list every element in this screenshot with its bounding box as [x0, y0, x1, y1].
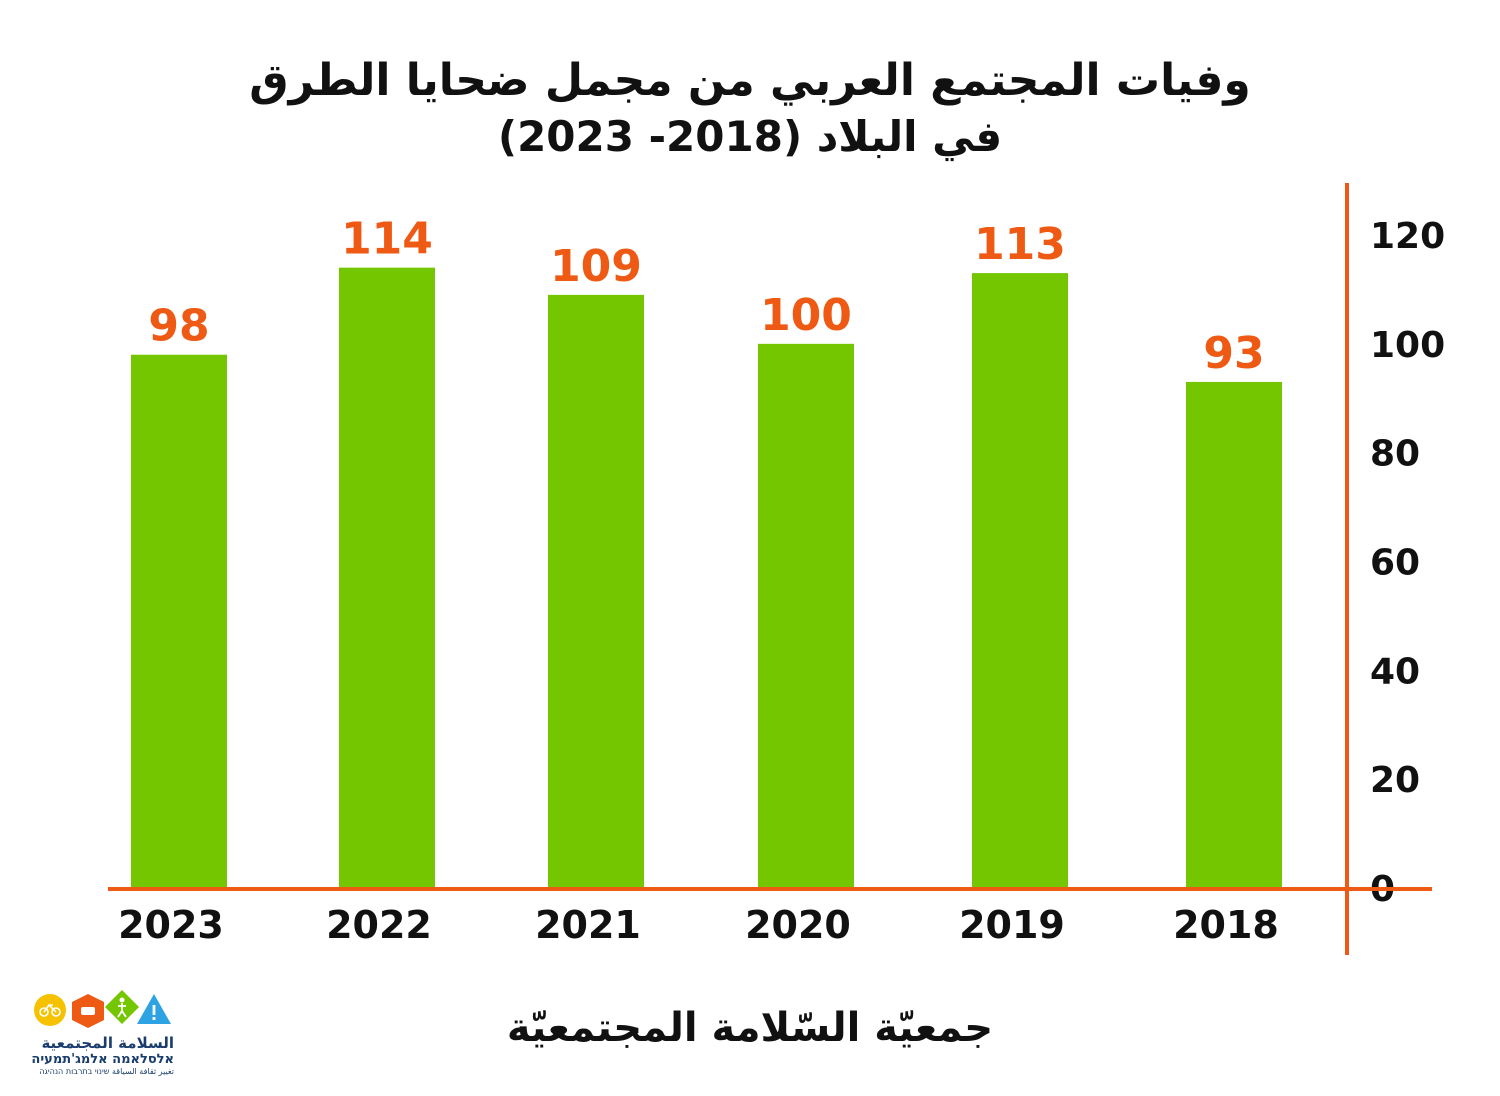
bar-2019	[972, 273, 1068, 888]
bar-2021	[548, 294, 644, 888]
organization-name: جمعيّة السّلامة المجتمعيّة	[506, 1005, 994, 1051]
bar-2018	[1186, 381, 1282, 888]
x-tick-label-2022: 2022	[326, 903, 432, 947]
y-tick-label-100: 100	[1370, 325, 1445, 366]
x-tick-label-2023: 2023	[118, 903, 224, 947]
bar-2022	[339, 267, 435, 888]
x-tick-label-2021: 2021	[535, 903, 641, 947]
data-label-2019: 113	[974, 219, 1066, 270]
data-label-2022: 114	[341, 214, 433, 265]
data-label-2021: 109	[550, 241, 642, 292]
y-tick-label-120: 120	[1370, 216, 1445, 257]
x-tick-label-2020: 2020	[745, 903, 851, 947]
x-tick-label-2019: 2019	[959, 903, 1065, 947]
chart-title-line-2: في البلاد (2018- 2023)	[497, 112, 1003, 161]
data-label-2023: 98	[148, 301, 209, 352]
y-tick-label-80: 80	[1370, 434, 1420, 475]
organization-logo	[34, 990, 171, 1028]
y-tick-label-60: 60	[1370, 543, 1420, 584]
bicycle-icon	[34, 994, 66, 1026]
logo-title-hebrew: אלסלאמה אלמג'תמעיה	[31, 1052, 174, 1067]
logo-tagline: تغيير ثقافة السياقة שינוי בתרבות הנהיגה	[39, 1067, 174, 1076]
chart-title-line-1: وفيات المجتمع العربي من مجمل ضحايا الطرق	[249, 55, 1251, 106]
x-tick-label-2018: 2018	[1173, 903, 1279, 947]
data-label-2018: 93	[1203, 328, 1264, 379]
bar-2023	[131, 354, 227, 888]
y-tick-label-40: 40	[1370, 651, 1420, 692]
y-tick-label-20: 20	[1370, 760, 1420, 801]
data-label-2020: 100	[760, 290, 852, 341]
bar-2020	[758, 343, 854, 888]
logo-title-arabic: السلامة المجتمعية	[41, 1034, 174, 1052]
